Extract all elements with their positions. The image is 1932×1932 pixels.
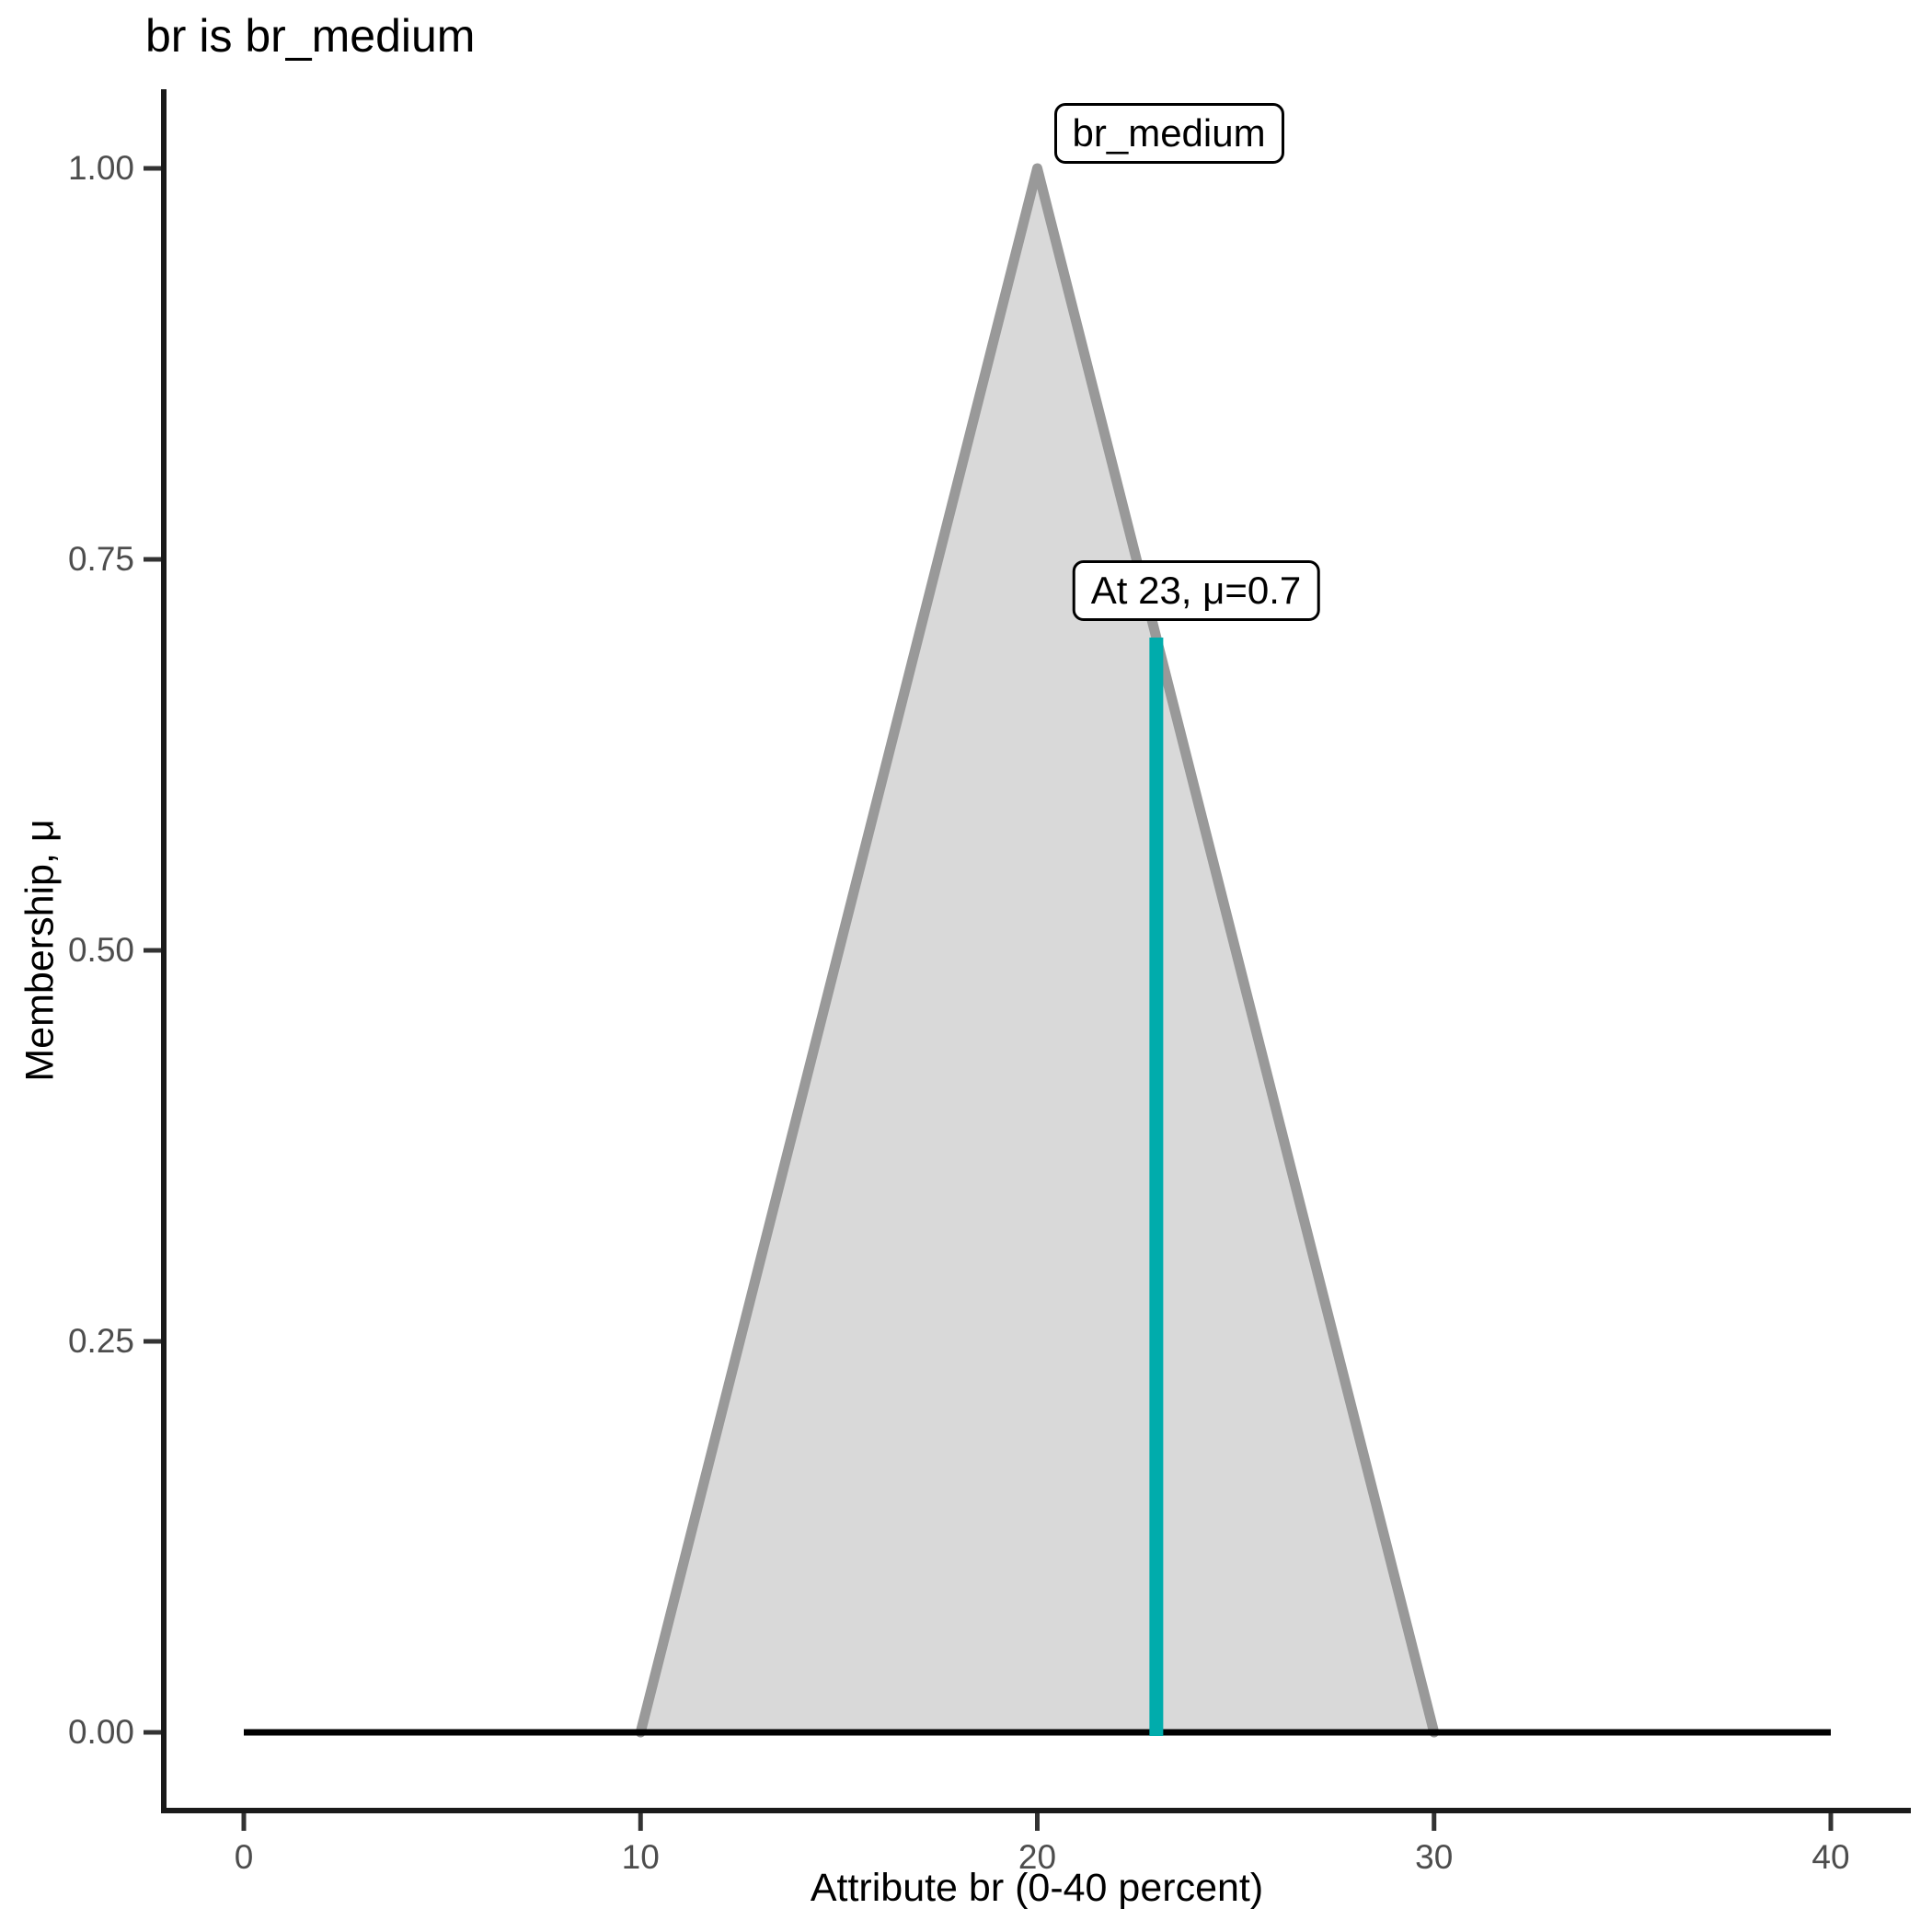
set-label-text: br_medium [1072, 111, 1266, 155]
x-tick-label: 40 [1811, 1838, 1850, 1876]
marker-annotation-text: At 23, μ=0.7 [1090, 569, 1302, 612]
x-tick-label: 0 [234, 1838, 254, 1876]
y-axis-title: Membership, μ [17, 819, 63, 1082]
marker-value-bar [1149, 638, 1164, 1736]
x-tick-label: 10 [621, 1838, 660, 1876]
set-label-box: br_medium [1053, 103, 1284, 165]
y-tick-label: 0.75 [67, 540, 134, 578]
x-tick-label: 20 [1018, 1838, 1057, 1876]
y-tick-label: 1.00 [67, 149, 134, 187]
x-axis-title: Attribute br (0-40 percent) [810, 1866, 1264, 1910]
x-tick-label: 30 [1415, 1838, 1454, 1876]
marker-annotation-box: At 23, μ=0.7 [1072, 560, 1320, 622]
membership-function-area [635, 163, 1440, 1738]
y-tick-label: 0.50 [67, 931, 134, 969]
y-tick-label: 0.25 [67, 1322, 134, 1360]
y-tick-label: 0.00 [67, 1713, 134, 1751]
chart-title: br is br_medium [145, 10, 476, 62]
